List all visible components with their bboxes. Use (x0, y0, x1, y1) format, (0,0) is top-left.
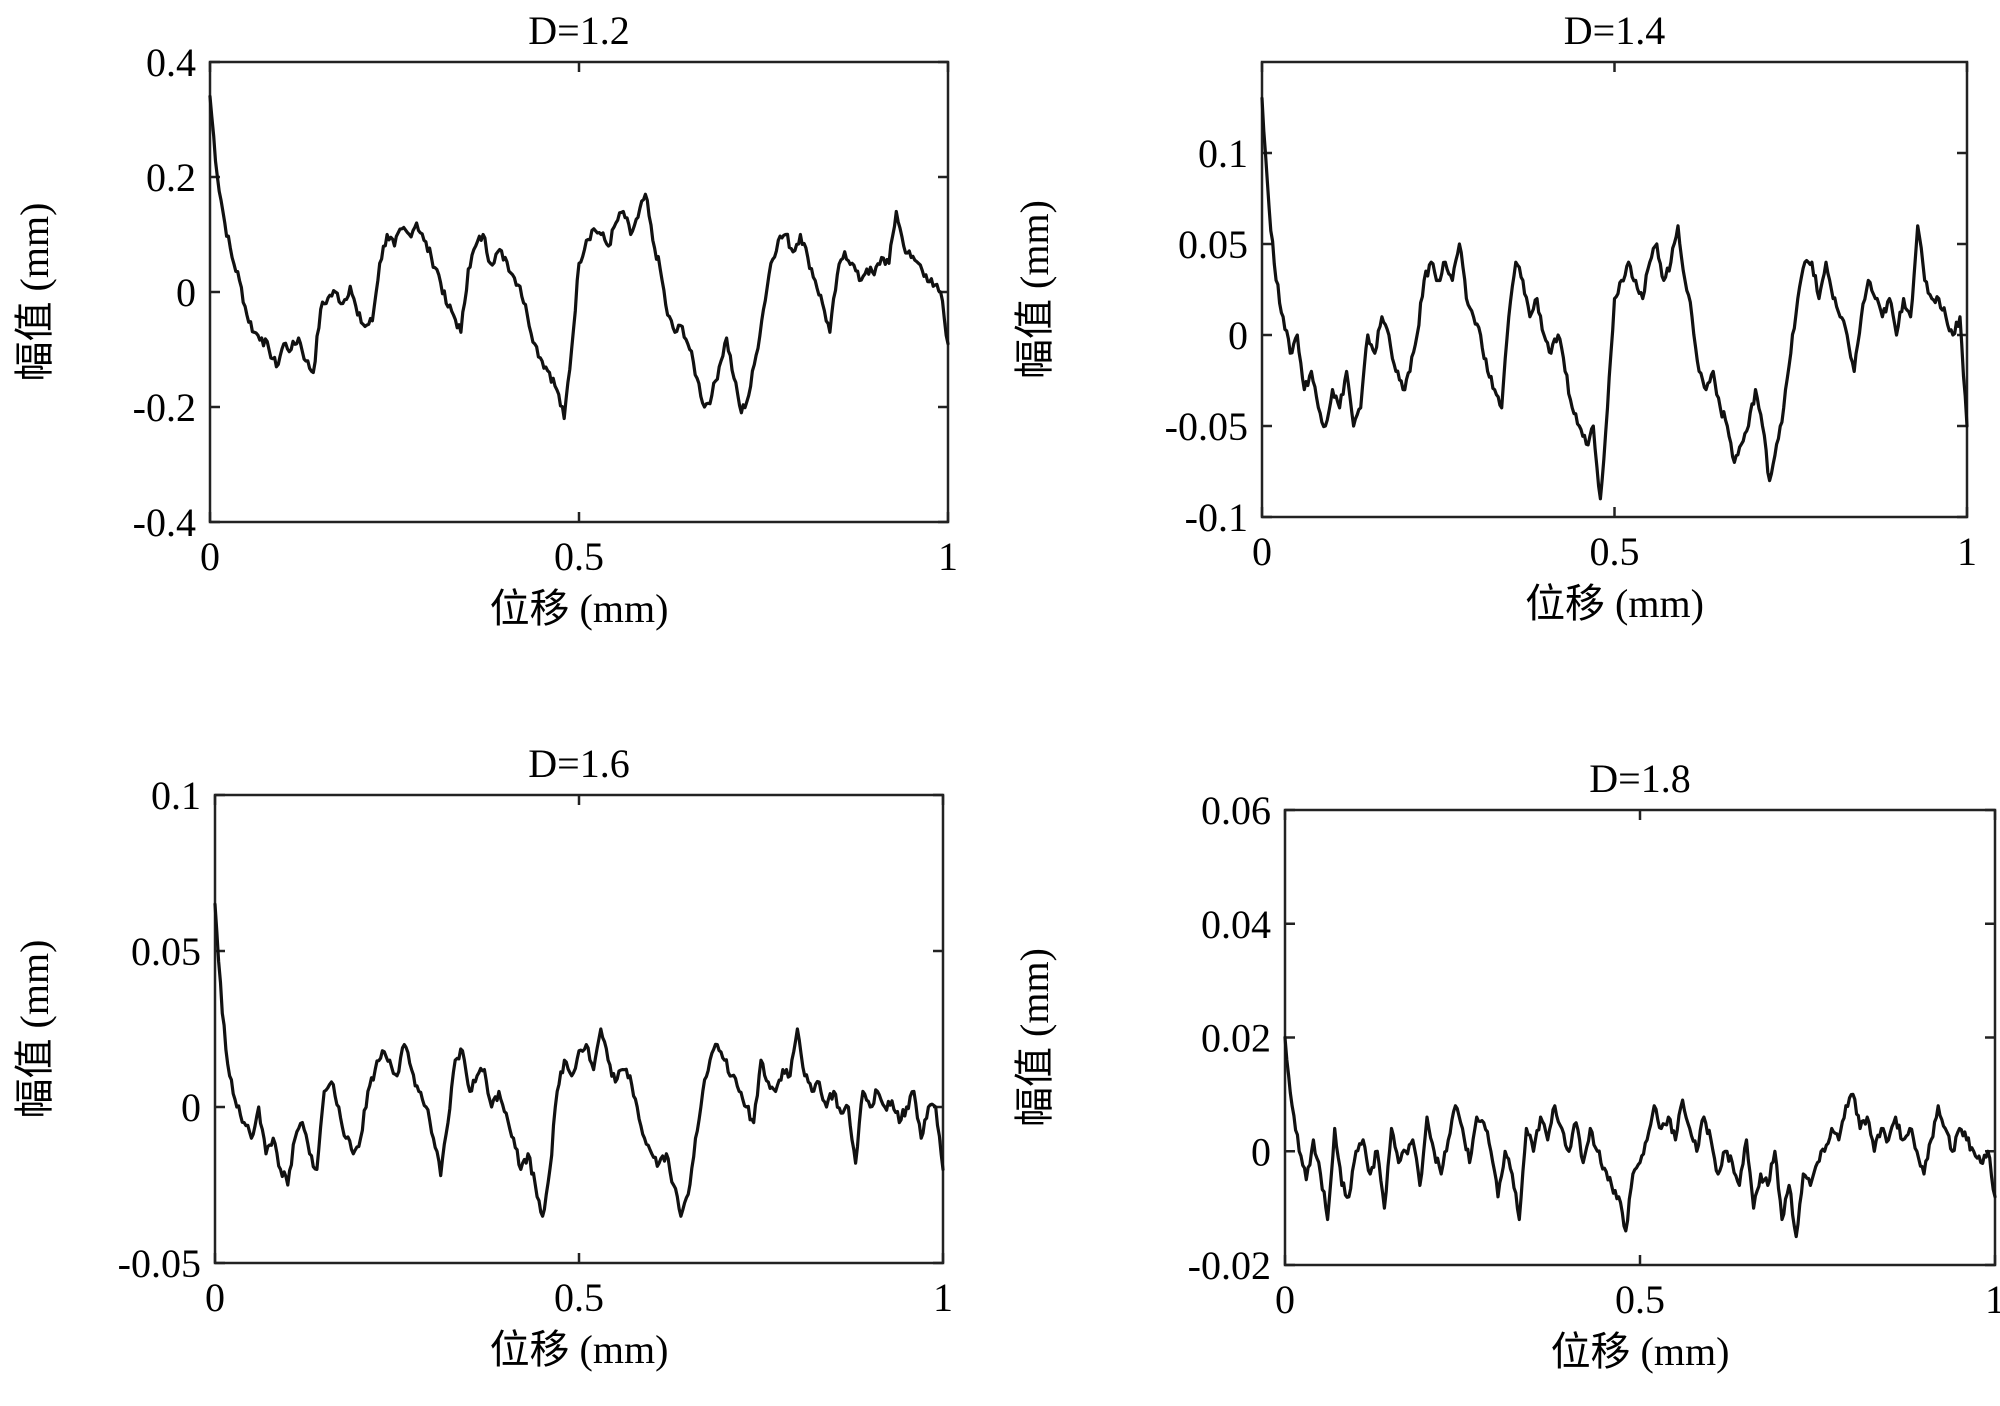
y-axis-label: 幅值 (mm) (1012, 200, 1057, 379)
series-line (1283, 1035, 1997, 1239)
y-tick-label: 0 (1228, 313, 1248, 358)
y-tick-label: 0 (176, 270, 196, 315)
x-tick-label: 0 (1252, 529, 1272, 574)
y-tick-label: -0.05 (118, 1241, 201, 1286)
chart-title: D=1.2 (528, 8, 629, 53)
y-tick-label: 0.04 (1201, 902, 1271, 947)
y-tick-label: 0.05 (131, 929, 201, 974)
y-tick-label: 0.1 (151, 773, 201, 818)
y-tick-label: 0.2 (146, 155, 196, 200)
series-line (208, 94, 950, 421)
x-tick-label: 0.5 (554, 1275, 604, 1320)
y-tick-label: -0.4 (133, 500, 196, 545)
y-tick-label: -0.05 (1165, 404, 1248, 449)
y-tick-label: 0.05 (1178, 222, 1248, 267)
x-tick-label: 0 (1275, 1277, 1295, 1322)
x-tick-label: 1 (1985, 1277, 2000, 1322)
chart-panel-d18: D=1.8 0 0.5 1 0.06 0.04 0.02 0 -0.02 位移 (mm) 幅值 (m… (1000, 700, 2000, 1406)
y-tick-label: -0.1 (1185, 495, 1248, 540)
x-axis-label: 位移 (mm) (1525, 581, 1704, 626)
y-tick-label: 0 (181, 1085, 201, 1130)
series-line (213, 902, 945, 1218)
x-tick-label: 0.5 (1615, 1277, 1665, 1322)
y-tick-label: 0.02 (1201, 1016, 1271, 1061)
plot-frame (208, 60, 950, 524)
x-axis-label: 位移 (mm) (1551, 1329, 1730, 1374)
chart-title: D=1.6 (528, 741, 629, 786)
y-tick-label: -0.2 (133, 385, 196, 430)
chart-title: D=1.8 (1589, 756, 1690, 801)
y-tick-label: 0.1 (1198, 131, 1248, 176)
x-tick-label: 1 (933, 1275, 953, 1320)
y-axis-label: 幅值 (mm) (12, 203, 57, 382)
x-tick-label: 1 (1957, 529, 1977, 574)
x-tick-label: 1 (938, 534, 958, 579)
plot-frame (1283, 808, 1997, 1267)
x-axis-label: 位移 (mm) (490, 586, 669, 631)
y-tick-label: -0.02 (1188, 1243, 1271, 1288)
chart-panel-d16: D=1.6 0 0.5 1 0.1 0.05 0 -0.05 位移 (mm) 幅值 (mm) (0, 700, 1000, 1406)
y-tick-label: 0.4 (146, 40, 196, 85)
x-tick-label: 0.5 (554, 534, 604, 579)
chart-panel-d12: D=1.2 0 0.5 1 0.4 0.2 0 -0.2 -0.4 位移 (mm) 幅值 (mm) (0, 0, 1000, 700)
plot-frame (213, 793, 945, 1265)
chart-title: D=1.4 (1564, 8, 1665, 53)
y-axis-label: 幅值 (mm) (12, 940, 57, 1119)
x-axis-label: 位移 (mm) (490, 1327, 669, 1372)
chart-svg-d14: D=1.4 0 0.5 1 0.1 0.05 0 -0.05 -0.1 位移 (mm) 幅值 (mm… (1012, 8, 1977, 626)
chart-svg-d12: D=1.2 0 0.5 1 0.4 0.2 0 -0.2 -0.4 位移 (mm) 幅值 (mm) (12, 8, 958, 631)
x-tick-label: 0 (200, 534, 220, 579)
y-tick-label: 0 (1251, 1129, 1271, 1174)
y-tick-label: 0.06 (1201, 788, 1271, 833)
chart-panel-d14: D=1.4 0 0.5 1 0.1 0.05 0 -0.05 -0.1 位移 (mm) 幅值 (mm… (1000, 0, 2000, 700)
x-tick-label: 0 (205, 1275, 225, 1320)
y-axis-label: 幅值 (mm) (1012, 948, 1057, 1127)
series-line (1260, 96, 1969, 501)
plot-frame (1260, 60, 1969, 519)
x-tick-label: 0.5 (1590, 529, 1640, 574)
